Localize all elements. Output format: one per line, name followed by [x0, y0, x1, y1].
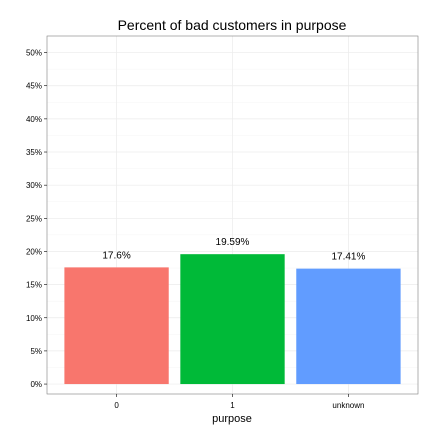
bar-1 — [180, 254, 285, 385]
y-tick-label: 25% — [26, 214, 42, 223]
bars — [64, 254, 401, 385]
bar-value-labels: 17.6% 19.59% 17.41% — [102, 237, 365, 262]
x-tick-label: 1 — [230, 401, 235, 410]
y-axis: 0% 5% 10% 15% 20% 25% 30% 35% 40% 45% 50% — [26, 49, 47, 389]
bar-unknown — [296, 268, 401, 385]
y-tick-label: 30% — [26, 181, 42, 190]
bar-value-label: 17.6% — [102, 250, 130, 261]
plot-panel: 17.6% 19.59% 17.41% — [46, 35, 419, 395]
chart-title: Percent of bad customers in purpose — [118, 17, 347, 33]
y-tick-label: 5% — [30, 347, 42, 356]
bar-0 — [64, 267, 169, 385]
bar-value-label: 17.41% — [331, 252, 365, 263]
bar-value-label: 19.59% — [216, 237, 250, 248]
y-tick-label: 35% — [26, 148, 42, 157]
y-tick-label: 40% — [26, 115, 42, 124]
x-axis: 0 1 unknown — [114, 394, 364, 410]
x-axis-title: purpose — [212, 413, 252, 425]
y-tick-label: 10% — [26, 314, 42, 323]
y-tick-label: 20% — [26, 247, 42, 256]
y-tick-label: 45% — [26, 82, 42, 91]
x-tick-label: 0 — [114, 401, 119, 410]
y-tick-label: 50% — [26, 49, 42, 58]
x-tick-label: unknown — [332, 401, 364, 410]
y-tick-label: 15% — [26, 281, 42, 290]
y-tick-label: 0% — [30, 380, 42, 389]
